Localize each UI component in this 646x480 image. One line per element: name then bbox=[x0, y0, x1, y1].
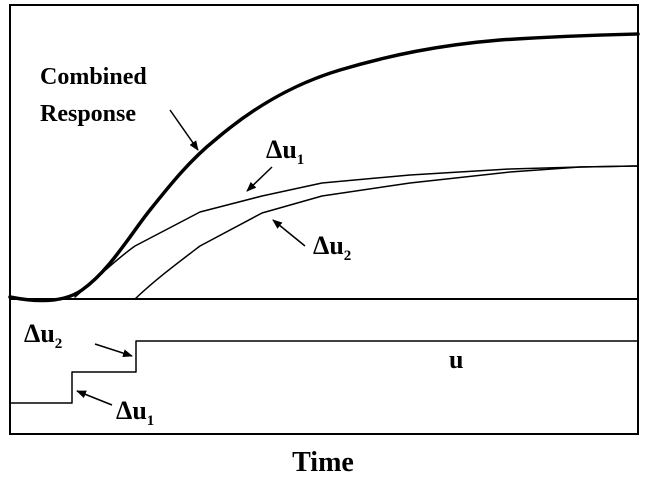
delta-u2-input-arrow bbox=[95, 344, 132, 356]
delta-u1-response-label: Δu1 bbox=[266, 135, 304, 168]
delta-u1-response-arrow bbox=[247, 167, 272, 191]
x-axis-label: Time bbox=[292, 447, 354, 478]
combined-response-label-line1: Combined bbox=[40, 64, 147, 90]
delta-u2-response-arrow bbox=[273, 220, 305, 246]
delta-u1-input-arrow bbox=[77, 391, 112, 405]
input-signal-label: u bbox=[449, 345, 463, 374]
input-panel-frame bbox=[10, 299, 638, 434]
combined-response-arrow bbox=[170, 110, 198, 150]
input-step-signal bbox=[10, 341, 638, 403]
delta-u2-input-label: Δu2 bbox=[24, 319, 62, 352]
delta-u2-response-label: Δu2 bbox=[313, 231, 351, 264]
combined-response-label-line2: Response bbox=[40, 101, 136, 127]
delta-u1-input-label: Δu1 bbox=[116, 396, 154, 429]
